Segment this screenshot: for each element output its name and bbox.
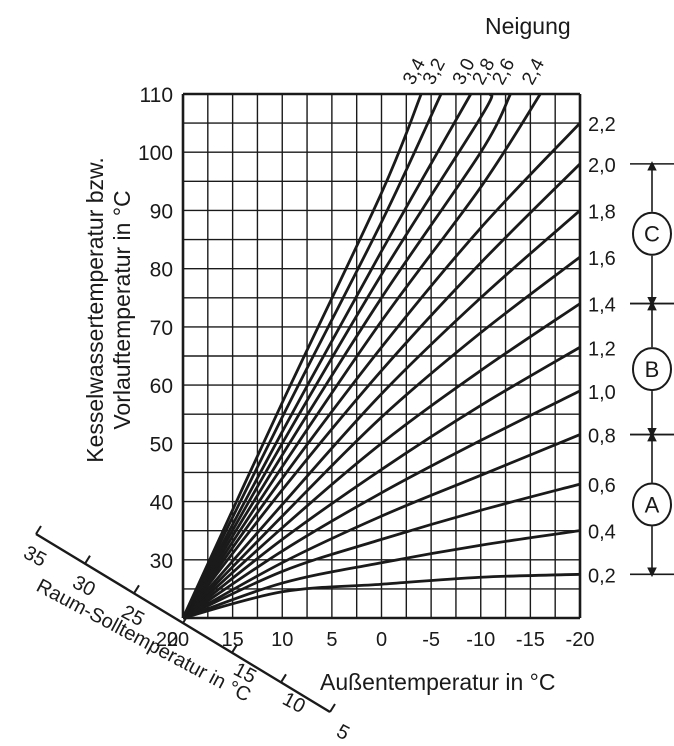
- room-axis-tick: [280, 673, 287, 683]
- heating-curve: [182, 529, 581, 620]
- slope-label-right: 0,2: [588, 565, 616, 587]
- x-tick-label: 0: [376, 629, 387, 651]
- slope-label-right: 1,4: [588, 295, 616, 317]
- y-axis-title-line1: Kesselwassertemperatur bzw.: [82, 157, 108, 463]
- y-tick-label: 110: [140, 84, 173, 107]
- x-tick-label: 10: [271, 629, 293, 651]
- heating-curve: [181, 93, 542, 619]
- heating-curve: [181, 93, 512, 619]
- slope-label-right: 0,4: [588, 522, 616, 544]
- heating-curve: [182, 346, 581, 620]
- heating-curve: [181, 93, 494, 619]
- range-label: A: [645, 492, 660, 517]
- x-tick-label: -5: [422, 629, 440, 651]
- slope-label-right: 1,8: [588, 201, 616, 223]
- room-axis-tick: [35, 525, 42, 535]
- heating-curve: [182, 482, 581, 620]
- range-label: B: [645, 357, 660, 382]
- range-badge: [632, 347, 672, 392]
- y-tick-label: 80: [150, 259, 173, 282]
- slope-label-right: 1,6: [588, 248, 616, 270]
- heating-curve: [181, 93, 443, 619]
- room-axis-tick: [133, 584, 140, 594]
- y-tick-label: 30: [150, 550, 173, 573]
- slope-label-right: 0,8: [588, 426, 616, 448]
- y-tick-label: 60: [150, 375, 173, 398]
- heating-curve: [181, 93, 423, 619]
- y-tick-label: 40: [150, 492, 173, 515]
- range-badge: [632, 482, 672, 527]
- x-tick-label: -15: [516, 629, 545, 651]
- x-tick-label: 15: [222, 629, 244, 651]
- room-axis-tick: [329, 703, 336, 713]
- range-badge: [632, 211, 672, 256]
- x-tick-label: 5: [326, 629, 337, 651]
- room-axis-tick: [231, 644, 238, 654]
- x-tick-label: 20: [167, 629, 189, 651]
- heating-curve: [182, 302, 581, 620]
- y-tick-label: 90: [150, 200, 173, 223]
- range-label: C: [644, 222, 660, 247]
- heating-curves: [181, 93, 582, 620]
- heating-curve: [182, 433, 581, 620]
- x-tick-label: -20: [566, 629, 595, 651]
- room-tick-label: 20: [156, 629, 178, 651]
- heating-curve: [181, 209, 581, 619]
- slope-ranges: A B C: [630, 161, 674, 578]
- y-tick-label: 50: [150, 433, 173, 456]
- slope-axis-title: Neigung: [485, 13, 571, 39]
- chart-axes: [35, 92, 582, 714]
- room-axis-tick: [84, 555, 91, 565]
- heating-curve: [181, 122, 582, 619]
- room-tick-label: 5: [333, 720, 353, 745]
- x-axis-title: Außentemperatur in °C: [320, 669, 555, 695]
- slope-label-right: 1,0: [588, 382, 616, 404]
- slope-label-right: 2,0: [588, 155, 616, 177]
- slope-label-top: 3,2: [419, 55, 450, 88]
- slope-label-top: 2,6: [488, 55, 519, 88]
- room-tick-label: 10: [279, 688, 309, 718]
- heating-curve: [182, 572, 581, 620]
- heating-curve: [181, 93, 473, 619]
- slope-label-right: 0,6: [588, 475, 616, 497]
- y-tick-label: 100: [138, 142, 173, 165]
- heating-curve: [181, 162, 581, 619]
- x-tick-label: -10: [466, 629, 495, 651]
- y-tick-label: 70: [150, 317, 173, 340]
- heating-curve: [182, 389, 581, 620]
- slope-label-right: 1,2: [588, 338, 616, 360]
- slope-label-top: 2,4: [518, 55, 549, 89]
- y-axis-title-line2: Vorlauftemperatur in °C: [109, 190, 135, 429]
- room-tick-label: 35: [20, 542, 50, 572]
- heating-curve: [181, 255, 581, 619]
- room-axis-tick: [182, 614, 189, 624]
- slope-label-right: 2,2: [588, 114, 616, 136]
